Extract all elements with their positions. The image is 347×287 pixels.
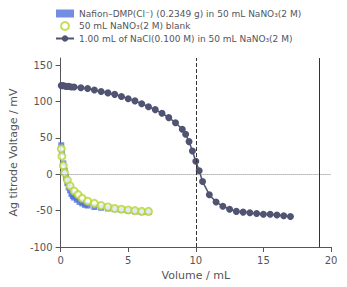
svg-text:20: 20 (325, 255, 338, 266)
svg-text:10: 10 (189, 255, 202, 266)
svg-text:15: 15 (257, 255, 270, 266)
svg-text:0: 0 (57, 255, 63, 266)
svg-text:50 mL NaNO₃(2 M) blank: 50 mL NaNO₃(2 M) blank (79, 21, 191, 31)
svg-text:Volume / mL: Volume / mL (162, 269, 231, 282)
svg-text:50: 50 (40, 132, 53, 143)
svg-text:-50: -50 (36, 205, 52, 216)
svg-text:0: 0 (46, 169, 52, 180)
svg-text:Ag titrode Voltage / mV: Ag titrode Voltage / mV (7, 88, 20, 217)
svg-text:100: 100 (34, 96, 53, 107)
svg-text:-100: -100 (30, 242, 53, 253)
svg-text:5: 5 (125, 255, 131, 266)
svg-text:Nafion–DMP(Cl⁻) (0.2349 g) in: Nafion–DMP(Cl⁻) (0.2349 g) in 50 mL NaNO… (79, 9, 301, 19)
svg-text:1.00 mL of NaCl(0.100 M) in 50: 1.00 mL of NaCl(0.100 M) in 50 mL NaNO₃(… (79, 34, 292, 44)
svg-text:150: 150 (34, 60, 53, 71)
